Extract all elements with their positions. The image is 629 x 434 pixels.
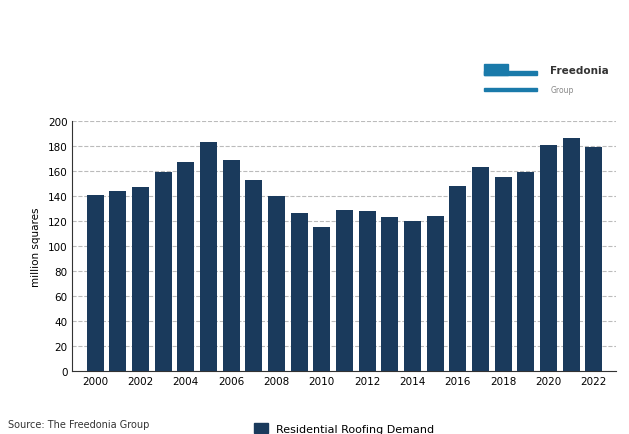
Legend: Residential Roofing Demand: Residential Roofing Demand: [250, 419, 439, 434]
Bar: [132, 187, 149, 371]
Bar: [484, 89, 537, 92]
Text: Figure 3-1.
Residential Roofing Demand,
2000 – 2022
(million squares): Figure 3-1. Residential Roofing Demand, …: [8, 7, 201, 75]
Bar: [540, 145, 557, 371]
Bar: [484, 65, 508, 76]
Bar: [472, 168, 489, 371]
Bar: [359, 211, 376, 371]
Bar: [562, 139, 579, 371]
Text: Freedonia: Freedonia: [550, 66, 609, 76]
Text: Group: Group: [550, 86, 574, 95]
Bar: [200, 143, 217, 371]
Bar: [245, 180, 262, 371]
Bar: [223, 160, 240, 371]
Bar: [404, 221, 421, 371]
Bar: [484, 72, 537, 76]
Bar: [268, 196, 285, 371]
Bar: [494, 178, 511, 371]
Bar: [517, 173, 534, 371]
Bar: [313, 227, 330, 371]
Bar: [177, 163, 194, 371]
Bar: [109, 191, 126, 371]
Bar: [381, 217, 398, 371]
Bar: [87, 195, 104, 371]
Bar: [336, 210, 353, 371]
Bar: [449, 187, 466, 371]
Bar: [291, 214, 308, 371]
Bar: [585, 148, 602, 371]
Bar: [155, 173, 172, 371]
Text: Source: The Freedonia Group: Source: The Freedonia Group: [8, 419, 149, 429]
Bar: [426, 217, 443, 371]
Y-axis label: million squares: million squares: [31, 207, 41, 286]
